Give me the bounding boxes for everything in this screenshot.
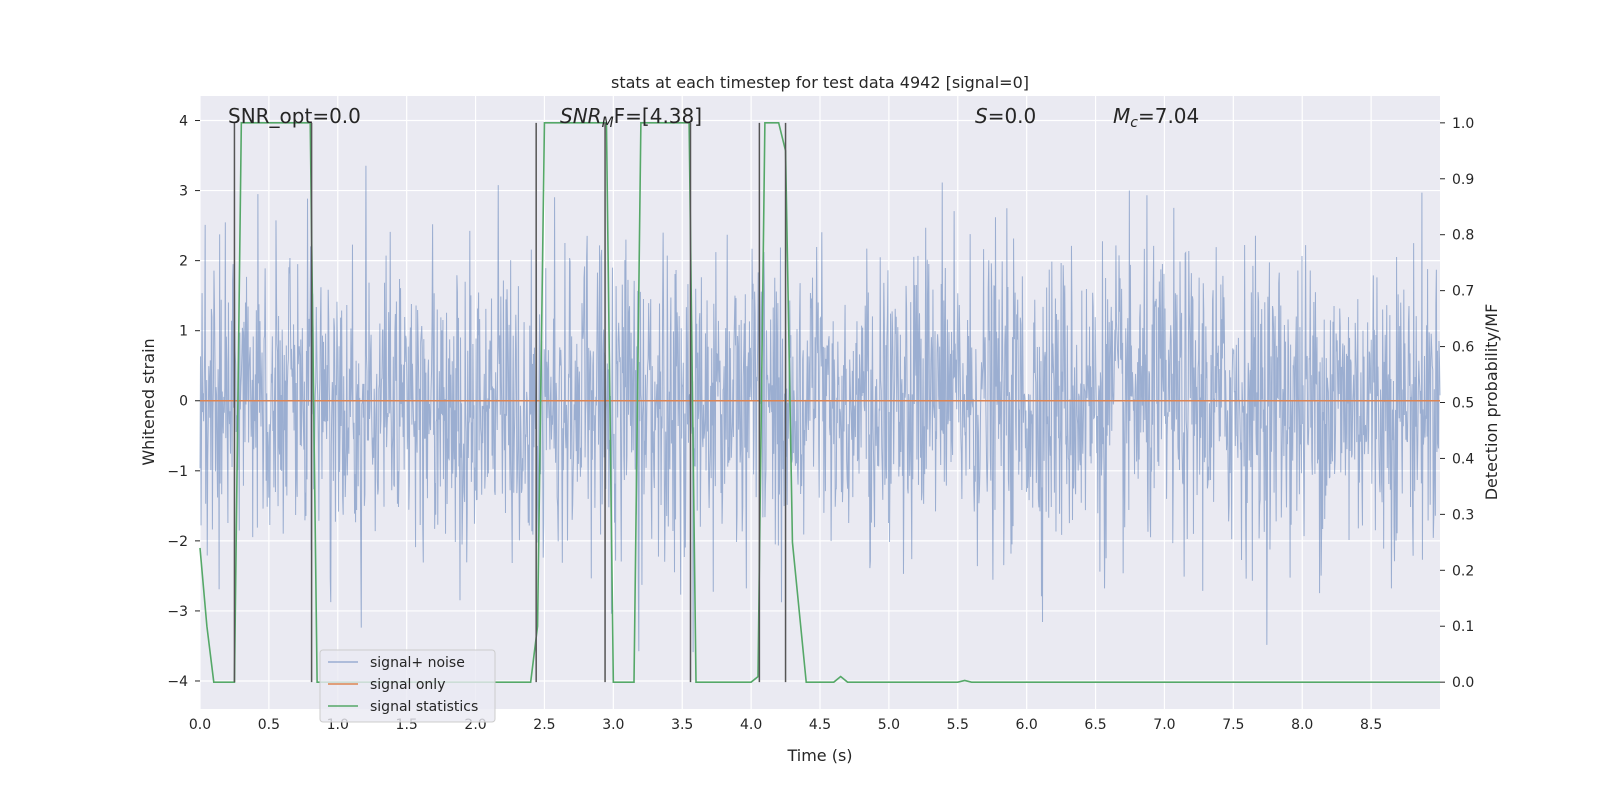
y-tick-label: 4 — [179, 114, 188, 130]
y-tick-labels: 4 3 2 1 0 −1 −2 −3 −4 — [167, 114, 200, 690]
x-tick-label: 5.0 — [878, 717, 900, 733]
x-tick-label: 0.5 — [258, 717, 280, 733]
statistics-series — [199, 122, 1440, 683]
legend-label-signal: signal only — [370, 677, 445, 693]
y-tick-label: 2 — [179, 254, 188, 270]
s-tail: =0.0 — [988, 104, 1037, 128]
y-right-tick-label: 0.1 — [1452, 619, 1474, 635]
snr-mf-sub: M — [602, 115, 614, 131]
legend-box — [319, 649, 496, 723]
y-right-tick-label: 0.8 — [1452, 228, 1474, 244]
y-right-tick-label: 0.6 — [1452, 340, 1474, 356]
y-right-tick-label: 0.2 — [1452, 563, 1474, 579]
legend: signal+ noise signal only signal statist… — [319, 649, 496, 723]
chart-title: stats at each timestep for test data 494… — [611, 73, 1029, 92]
snr-mf-tail: F=[4.38] — [614, 104, 702, 128]
s-annotation: S=0.0 — [975, 104, 1036, 128]
x-tick-label: 8.5 — [1360, 717, 1382, 733]
y-tick-label: 1 — [179, 324, 188, 340]
y-right-tick-label: 0.5 — [1452, 396, 1474, 412]
snr-mf-annotation: SNRMF=[4.38] — [560, 104, 702, 131]
y-axis-label: Whitened strain — [139, 338, 158, 465]
snr-mf-main: SNR — [560, 104, 602, 128]
mc-main: M — [1113, 104, 1130, 128]
y-right-tick-label: 0.7 — [1452, 284, 1474, 300]
x-tick-label: 6.0 — [1016, 717, 1038, 733]
x-tick-label: 8.0 — [1291, 717, 1313, 733]
x-tick-label: 4.0 — [740, 717, 762, 733]
mc-sub: c — [1130, 115, 1138, 131]
y-right-axis-label: Detection probability/MF — [1482, 304, 1501, 501]
x-axis-label: Time (s) — [786, 746, 852, 765]
x-tick-label: 3.0 — [602, 717, 624, 733]
y-tick-label: −2 — [167, 534, 188, 550]
y-tick-label: −3 — [167, 604, 188, 620]
legend-label-statistics: signal statistics — [370, 699, 478, 715]
y-right-tick-label: 0.4 — [1452, 451, 1474, 467]
x-tick-label: 2.5 — [533, 717, 555, 733]
mc-annotation: Mc=7.04 — [1113, 104, 1199, 131]
y-right-tick-label: 1.0 — [1452, 116, 1474, 132]
x-tick-label: 5.5 — [947, 717, 969, 733]
x-tick-label: 4.5 — [809, 717, 831, 733]
noise-line — [199, 165, 1441, 653]
y-tick-label: 3 — [179, 184, 188, 200]
y-right-tick-label: 0.3 — [1452, 507, 1474, 523]
y-tick-label: −1 — [167, 464, 188, 480]
x-tick-label: 7.5 — [1222, 717, 1244, 733]
vertical-markers — [233, 122, 787, 683]
y-right-tick-label: 0.0 — [1452, 675, 1474, 691]
x-tick-label: 7.0 — [1153, 717, 1175, 733]
x-tick-label: 0.0 — [189, 717, 211, 733]
statistics-line — [199, 122, 1440, 683]
y-right-tick-labels: 1.0 0.9 0.8 0.7 0.6 0.5 0.4 0.3 0.2 0.1 0.0 — [1440, 116, 1474, 691]
y-tick-label: 0 — [179, 394, 188, 410]
s-main: S — [975, 104, 988, 128]
y-right-tick-label: 0.9 — [1452, 172, 1474, 188]
mc-tail: =7.04 — [1138, 104, 1199, 128]
noise-series — [199, 165, 1441, 653]
x-tick-label: 3.5 — [671, 717, 693, 733]
legend-label-noise: signal+ noise — [370, 655, 465, 671]
snr-opt-annotation: SNR_opt=0.0 — [228, 104, 361, 128]
x-tick-label: 6.5 — [1084, 717, 1106, 733]
y-tick-label: −4 — [167, 674, 188, 690]
